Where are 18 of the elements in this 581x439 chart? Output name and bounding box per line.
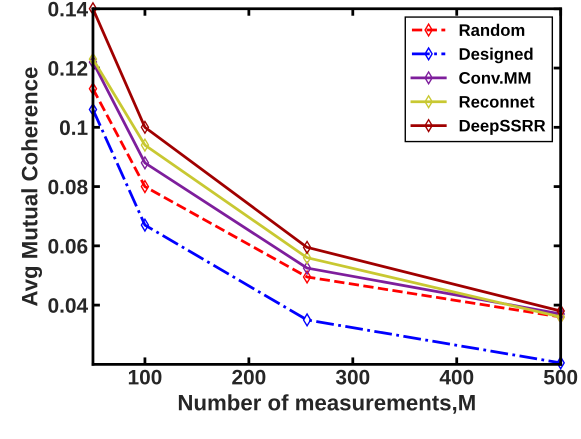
y-tick-label: 0.12 (48, 61, 88, 76)
legend-label: Conv.MM (459, 72, 530, 84)
legend-label: DeepSSRR (460, 120, 546, 135)
y-tick-label: 0.04 (48, 298, 88, 313)
x-axis-title: Number of measurements,M (178, 394, 475, 414)
y-tick-label: 0.1 (60, 120, 88, 136)
y-tick-label: 0.08 (48, 180, 88, 194)
y-axis-title: Avg Mutual Coherence (21, 67, 42, 306)
legend-label: Reconnet (460, 96, 534, 108)
y-tick-label: 0.14 (48, 2, 88, 17)
x-tick-label: 400 (440, 370, 474, 385)
x-tick-label: 500 (544, 370, 578, 385)
x-tick-label: 300 (336, 370, 370, 385)
legend-label: Designed (460, 48, 533, 64)
x-tick-label: 200 (232, 370, 266, 385)
x-tick-label: 100 (128, 370, 162, 385)
legend-label: Random (460, 24, 524, 36)
y-tick-label: 0.06 (48, 238, 88, 254)
